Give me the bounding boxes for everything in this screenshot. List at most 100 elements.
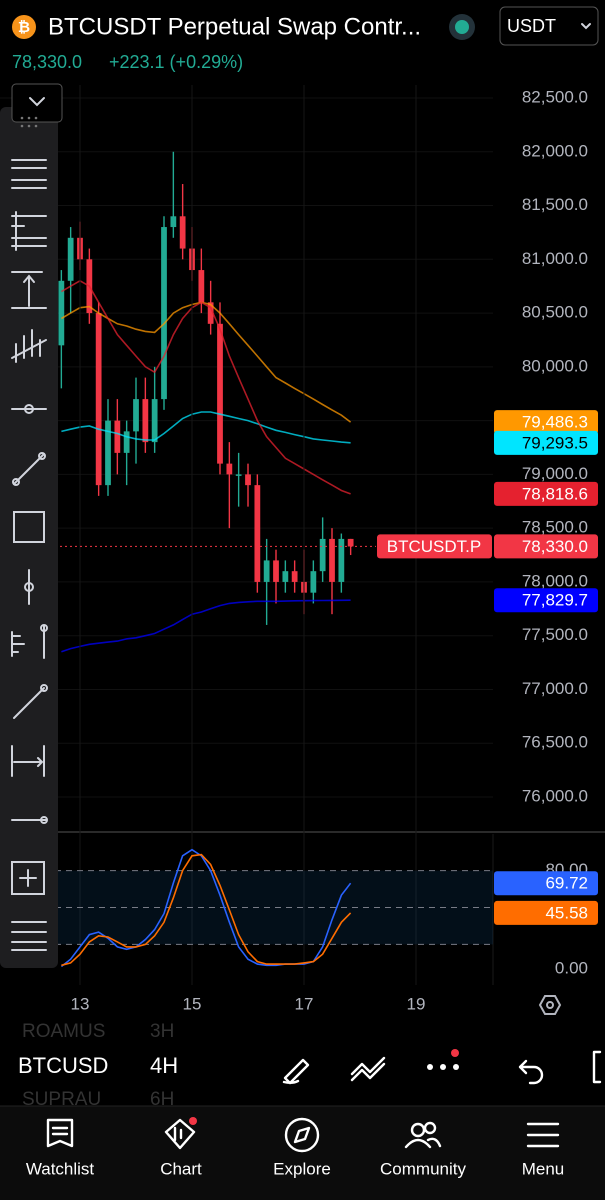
- y-tick-label: 0.00: [555, 958, 588, 977]
- y-tick-label: 76,000.0: [522, 786, 588, 805]
- tab[interactable]: Explore: [273, 1159, 331, 1178]
- indicator-line: [61, 599, 351, 653]
- candle-body: [263, 560, 270, 582]
- indicator-line: [60, 301, 352, 423]
- value-marker-label: 79,486.3: [522, 413, 588, 432]
- coin-glyph: ₿: [18, 19, 30, 36]
- candle-body: [114, 420, 121, 453]
- interval[interactable]: 4H: [150, 1053, 178, 1078]
- candle-body: [338, 538, 345, 582]
- candle-body: [254, 485, 261, 582]
- value-marker: [494, 481, 598, 506]
- dropdown-arrow: [581, 23, 591, 30]
- explore-icon: [284, 1117, 320, 1153]
- grip: [20, 116, 38, 128]
- candle-body: [105, 420, 111, 486]
- collapse-arrow: [29, 97, 45, 107]
- tab[interactable]: Chart: [160, 1159, 202, 1178]
- y-tick-label: 82,000.0: [522, 141, 588, 160]
- y-tick-label: 78,500.0: [522, 518, 588, 537]
- symbol[interactable]: BTCUSD: [18, 1053, 108, 1078]
- value-marker-label: 77,829.7: [522, 591, 588, 610]
- tab-bar: [0, 1106, 605, 1200]
- y-tick-label: 82,500.0: [522, 87, 588, 106]
- symbol-marker: [377, 534, 492, 559]
- currency-select[interactable]: [499, 6, 599, 46]
- community-icon: [404, 1121, 442, 1149]
- symbol-marker-label: BTCUSDT.P: [387, 537, 481, 556]
- tab[interactable]: Community: [380, 1159, 466, 1178]
- status-dot: [455, 20, 469, 34]
- candle-body: [217, 323, 223, 464]
- change: +223.1 (+0.29%): [109, 52, 243, 72]
- value-marker: [494, 588, 598, 613]
- settings-icon-dot: [546, 1001, 554, 1009]
- tool-icons[interactable]: [11, 159, 48, 951]
- candle-body: [161, 227, 167, 400]
- candle-body: [245, 474, 251, 486]
- candle-body: [58, 280, 65, 346]
- chart-layer: 76,000.0 76,500.0 77,000.0 77,500.0 78,000.0…: [0, 85, 605, 1015]
- more-button[interactable]: [427, 1064, 459, 1070]
- tab[interactable]: Watchlist: [26, 1159, 95, 1178]
- x-tick-label: 13: [71, 994, 90, 1013]
- candle-body: [226, 463, 233, 475]
- y-tick-label: 76,500.0: [522, 733, 588, 752]
- value-marker-label: 78,818.6: [522, 484, 588, 503]
- candle-body: [291, 571, 298, 582]
- plot-area: [0, 848, 493, 968]
- value-marker: [494, 410, 598, 435]
- candle-body: [67, 237, 74, 281]
- coin-icon: [12, 15, 36, 39]
- value-marker: [494, 871, 598, 896]
- candle-body: [142, 399, 149, 443]
- x-tick-label: 17: [295, 994, 314, 1013]
- candle-body: [133, 399, 139, 432]
- candle-body: [151, 399, 158, 443]
- chart-icon: [164, 1118, 196, 1150]
- undo-button[interactable]: [518, 1059, 544, 1085]
- candle-body: [329, 538, 335, 582]
- candle-body: [282, 571, 289, 582]
- menu-icon: [526, 1122, 560, 1148]
- interval-next: 6H: [150, 1089, 174, 1110]
- indicators-button[interactable]: [350, 1056, 386, 1082]
- value-marker-label: 79,293.5: [522, 433, 588, 452]
- candle-body: [347, 538, 354, 547]
- y-tick-label: 77,500.0: [522, 625, 588, 644]
- value-marker: [494, 430, 598, 455]
- candle-body: [95, 313, 102, 486]
- candle-body: [170, 216, 177, 228]
- explore-needle: [293, 1126, 311, 1144]
- indicator-line: [60, 279, 351, 495]
- y-tick-label: 77,000.0: [522, 679, 588, 698]
- candle-body: [207, 302, 214, 324]
- symbol-next: SUPRAU: [22, 1089, 101, 1110]
- value-marker-label: 69.72: [545, 874, 588, 893]
- value-marker: [494, 900, 598, 925]
- y-tick-label: 81,500.0: [522, 195, 588, 214]
- collapse-button[interactable]: [11, 83, 63, 123]
- price-marker: [494, 534, 598, 559]
- interval-prev: 3H: [150, 1021, 174, 1042]
- draw-button[interactable]: [282, 1058, 310, 1085]
- fullscreen-button[interactable]: [592, 1050, 602, 1084]
- settings-icon: [538, 995, 562, 1015]
- currency: USDT: [507, 16, 556, 36]
- indicator-line: [61, 853, 352, 967]
- symbol-prev: ROAMUS: [22, 1021, 105, 1042]
- drawing-toolbar: [0, 107, 58, 968]
- candle-body: [319, 538, 326, 572]
- symbol-bar: [0, 1022, 605, 1106]
- y-tick-label: 81,000.0: [522, 249, 588, 268]
- badge: [451, 1049, 459, 1057]
- price: 78,330.0: [12, 52, 82, 72]
- indicator-line: [61, 411, 351, 444]
- candle-body: [179, 216, 186, 249]
- value-marker-label: 45.58: [545, 903, 588, 922]
- title: BTCUSDT Perpetual Swap Contr...: [48, 13, 421, 40]
- candle-body: [310, 571, 317, 593]
- candle-body: [235, 474, 242, 476]
- tab[interactable]: Menu: [522, 1159, 565, 1178]
